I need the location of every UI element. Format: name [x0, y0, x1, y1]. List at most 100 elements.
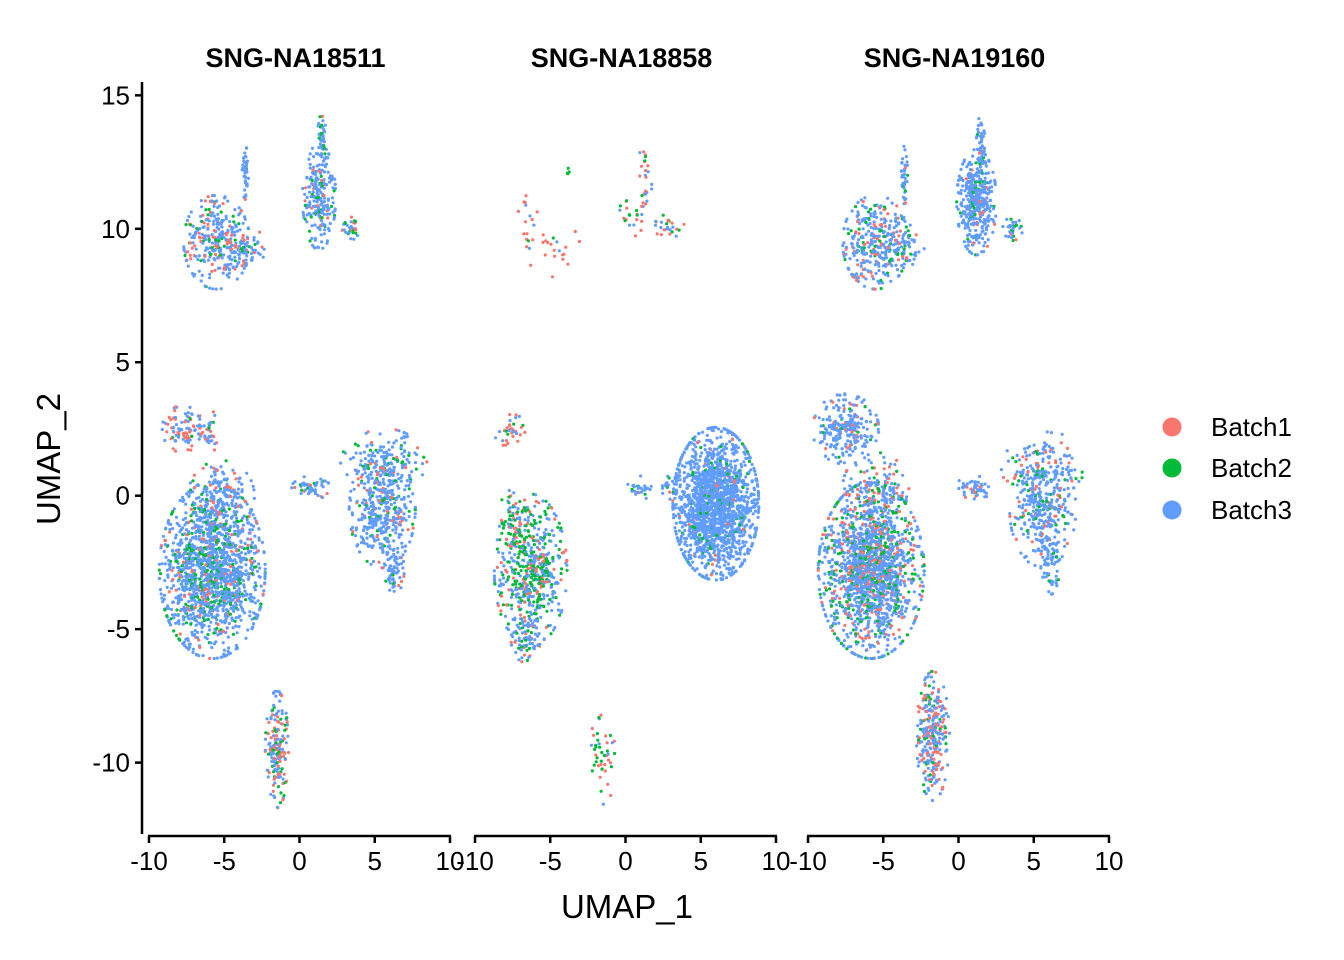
scatter-point [209, 429, 213, 433]
scatter-point [258, 606, 262, 611]
scatter-point [278, 772, 282, 776]
scatter-point [171, 447, 175, 451]
scatter-point [244, 194, 248, 198]
scatter-point [353, 534, 358, 538]
scatter-point [180, 570, 184, 574]
scatter-point [241, 166, 245, 170]
scatter-point [189, 549, 193, 553]
scatter-point [530, 217, 534, 222]
scatter-point [640, 204, 644, 208]
scatter-point [236, 534, 240, 538]
scatter-point [698, 454, 703, 458]
scatter-point [714, 578, 719, 582]
scatter-point [256, 613, 260, 617]
scatter-point [204, 490, 208, 494]
scatter-point [272, 770, 276, 774]
scatter-point [211, 410, 215, 414]
scatter-point [236, 504, 241, 508]
scatter-point [519, 613, 523, 617]
scatter-point [269, 745, 273, 749]
scatter-point [215, 245, 219, 249]
scatter-point [320, 216, 324, 220]
scatter-point [734, 474, 739, 478]
scatter-point [398, 523, 402, 527]
scatter-point [195, 483, 199, 487]
scatter-point [319, 203, 323, 207]
scatter-point [222, 253, 226, 257]
scatter-point [274, 775, 278, 779]
scatter-point [280, 722, 284, 726]
scatter-point [499, 518, 504, 522]
scatter-point [285, 716, 289, 720]
scatter-point [383, 516, 387, 520]
scatter-point [188, 645, 192, 649]
scatter-point [190, 526, 194, 530]
scatter-point [243, 151, 247, 155]
scatter-point [193, 244, 197, 248]
scatter-point [221, 560, 225, 564]
scatter-point [388, 470, 393, 474]
scatter-point [249, 252, 254, 256]
scatter-point [245, 502, 249, 506]
scatter-point [354, 451, 358, 455]
scatter-point [280, 712, 284, 716]
scatter-point [174, 423, 178, 427]
scatter-point [508, 514, 512, 518]
scatter-point [535, 605, 539, 609]
scatter-point [244, 263, 248, 267]
scatter-point [554, 544, 558, 548]
scatter-point [180, 582, 184, 586]
scatter-point [559, 610, 563, 615]
scatter-point [518, 540, 522, 544]
scatter-point [175, 608, 179, 612]
scatter-point [756, 515, 760, 520]
scatter-point [173, 536, 178, 540]
scatter-point [307, 190, 312, 194]
scatter-point [513, 518, 517, 522]
scatter-point [231, 498, 235, 502]
scatter-point [327, 229, 331, 233]
scatter-point [190, 570, 194, 574]
scatter-point [237, 213, 241, 217]
scatter-point [182, 617, 186, 621]
scatter-point [250, 258, 254, 262]
scatter-point [203, 558, 207, 562]
scatter-point [222, 629, 226, 634]
scatter-point [204, 520, 208, 524]
scatter-point [241, 607, 245, 611]
scatter-point [402, 512, 406, 516]
scatter-point [736, 488, 740, 492]
scatter-point [701, 430, 705, 434]
scatter-point [741, 540, 745, 544]
scatter-point [194, 592, 198, 596]
scatter-point [217, 546, 221, 550]
scatter-point [237, 206, 241, 210]
scatter-point [349, 237, 353, 241]
scatter-point [699, 445, 703, 450]
scatter-point [216, 594, 220, 598]
scatter-point [523, 430, 527, 434]
scatter-point [169, 607, 174, 612]
scatter-point [255, 616, 259, 620]
scatter-point [643, 173, 647, 177]
scatter-point [539, 515, 543, 519]
scatter-point [202, 579, 206, 583]
scatter-point [204, 208, 208, 212]
scatter-point [387, 506, 391, 510]
scatter-point [743, 530, 747, 534]
scatter-point [268, 748, 272, 752]
scatter-point [203, 254, 207, 258]
scatter-point [323, 165, 327, 169]
scatter-point [214, 585, 218, 590]
scatter-point [207, 582, 211, 587]
scatter-point [245, 244, 249, 248]
scatter-point [313, 180, 317, 185]
scatter-point [193, 428, 197, 433]
scatter-point [172, 507, 176, 511]
scatter-point [193, 557, 197, 561]
scatter-point [638, 174, 642, 178]
scatter-point [600, 750, 604, 755]
scatter-point [365, 444, 369, 448]
scatter-point [320, 114, 325, 118]
scatter-point [694, 445, 698, 449]
